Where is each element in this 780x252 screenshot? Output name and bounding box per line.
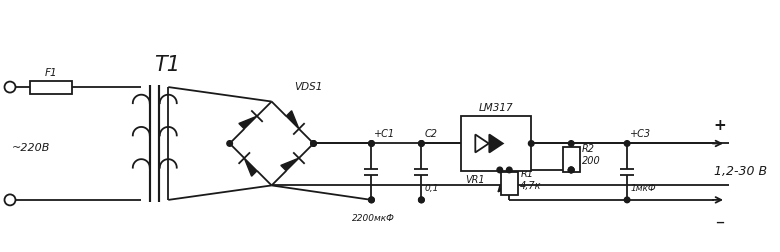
Text: 2200мкФ: 2200мкФ [352, 214, 395, 223]
Text: R1: R1 [520, 169, 534, 179]
Text: 4,7к: 4,7к [520, 181, 542, 191]
Text: +: + [714, 118, 726, 134]
Circle shape [227, 141, 232, 146]
Text: 3: 3 [464, 137, 470, 146]
Text: 2: 2 [523, 137, 528, 146]
Circle shape [624, 197, 630, 203]
Text: –: – [715, 213, 725, 231]
Bar [501, 172, 518, 195]
Text: 1: 1 [497, 158, 502, 167]
Text: +C1: +C1 [374, 130, 395, 139]
Polygon shape [244, 158, 257, 176]
Circle shape [419, 197, 424, 203]
Text: VDS1: VDS1 [294, 82, 323, 91]
Text: 1мкФ: 1мкФ [630, 184, 656, 193]
Circle shape [419, 197, 424, 203]
Circle shape [569, 167, 574, 173]
Text: C2: C2 [424, 130, 438, 139]
Circle shape [569, 141, 574, 146]
Circle shape [506, 167, 512, 173]
Text: 200: 200 [582, 156, 601, 167]
Circle shape [369, 197, 374, 203]
Polygon shape [489, 135, 503, 152]
Circle shape [369, 141, 374, 146]
Circle shape [569, 167, 574, 173]
Circle shape [369, 197, 374, 203]
Circle shape [310, 141, 317, 146]
Circle shape [569, 167, 574, 173]
Text: ~220В: ~220В [12, 143, 51, 153]
Circle shape [624, 141, 630, 146]
Text: 0,1: 0,1 [424, 184, 439, 193]
Circle shape [419, 141, 424, 146]
Bar [562, 147, 580, 172]
Circle shape [310, 141, 317, 146]
Text: 1,2-30 В: 1,2-30 В [714, 165, 767, 178]
Circle shape [419, 141, 424, 146]
Text: F1: F1 [44, 68, 57, 78]
Text: LM317: LM317 [479, 103, 513, 113]
Text: T1: T1 [154, 55, 179, 75]
Text: R2: R2 [582, 144, 595, 154]
Polygon shape [281, 158, 299, 171]
Bar [461, 116, 531, 171]
Circle shape [497, 167, 502, 173]
Polygon shape [239, 116, 257, 129]
Circle shape [369, 141, 374, 146]
Text: +C3: +C3 [630, 130, 651, 139]
Text: VR1: VR1 [466, 175, 485, 185]
Bar [30, 81, 72, 93]
Circle shape [528, 141, 534, 146]
Polygon shape [286, 111, 299, 129]
